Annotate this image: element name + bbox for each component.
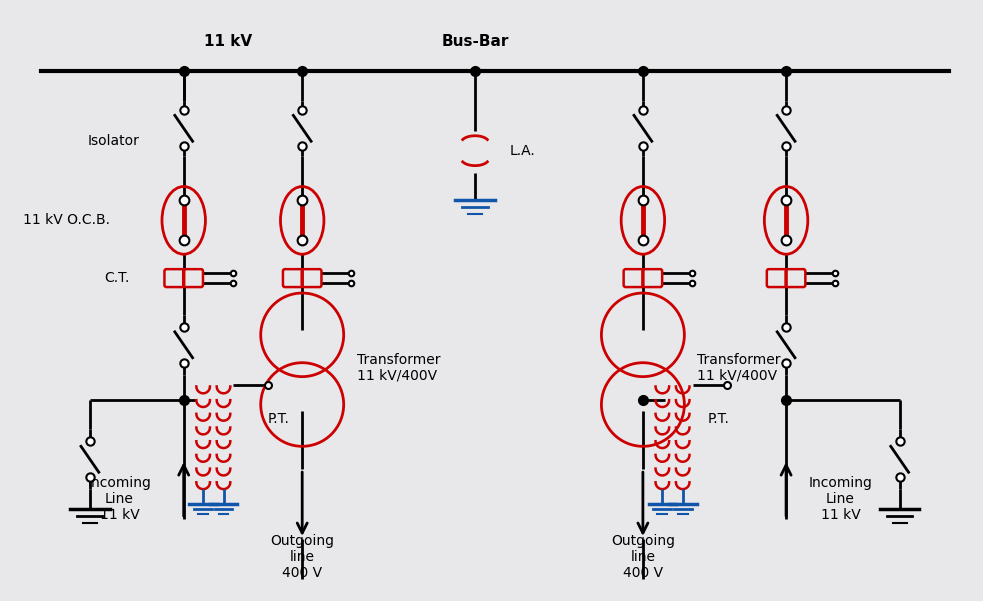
Text: Incoming
Line
11 kV: Incoming Line 11 kV	[87, 476, 151, 522]
Text: P.T.: P.T.	[267, 412, 290, 427]
Text: Outgoing
line
400 V: Outgoing line 400 V	[610, 534, 675, 580]
Text: 11 kV: 11 kV	[204, 34, 253, 49]
Text: 11 kV O.C.B.: 11 kV O.C.B.	[23, 213, 110, 227]
Text: P.T.: P.T.	[708, 412, 730, 427]
Text: Transformer
11 kV/400V: Transformer 11 kV/400V	[697, 353, 781, 383]
Text: C.T.: C.T.	[104, 271, 130, 285]
Text: L.A.: L.A.	[509, 144, 536, 157]
Text: Transformer
11 kV/400V: Transformer 11 kV/400V	[357, 353, 440, 383]
Text: Bus-Bar: Bus-Bar	[441, 34, 509, 49]
Text: Isolator: Isolator	[87, 134, 140, 148]
Text: Outgoing
line
400 V: Outgoing line 400 V	[270, 534, 334, 580]
Text: Incoming
Line
11 kV: Incoming Line 11 kV	[808, 476, 872, 522]
